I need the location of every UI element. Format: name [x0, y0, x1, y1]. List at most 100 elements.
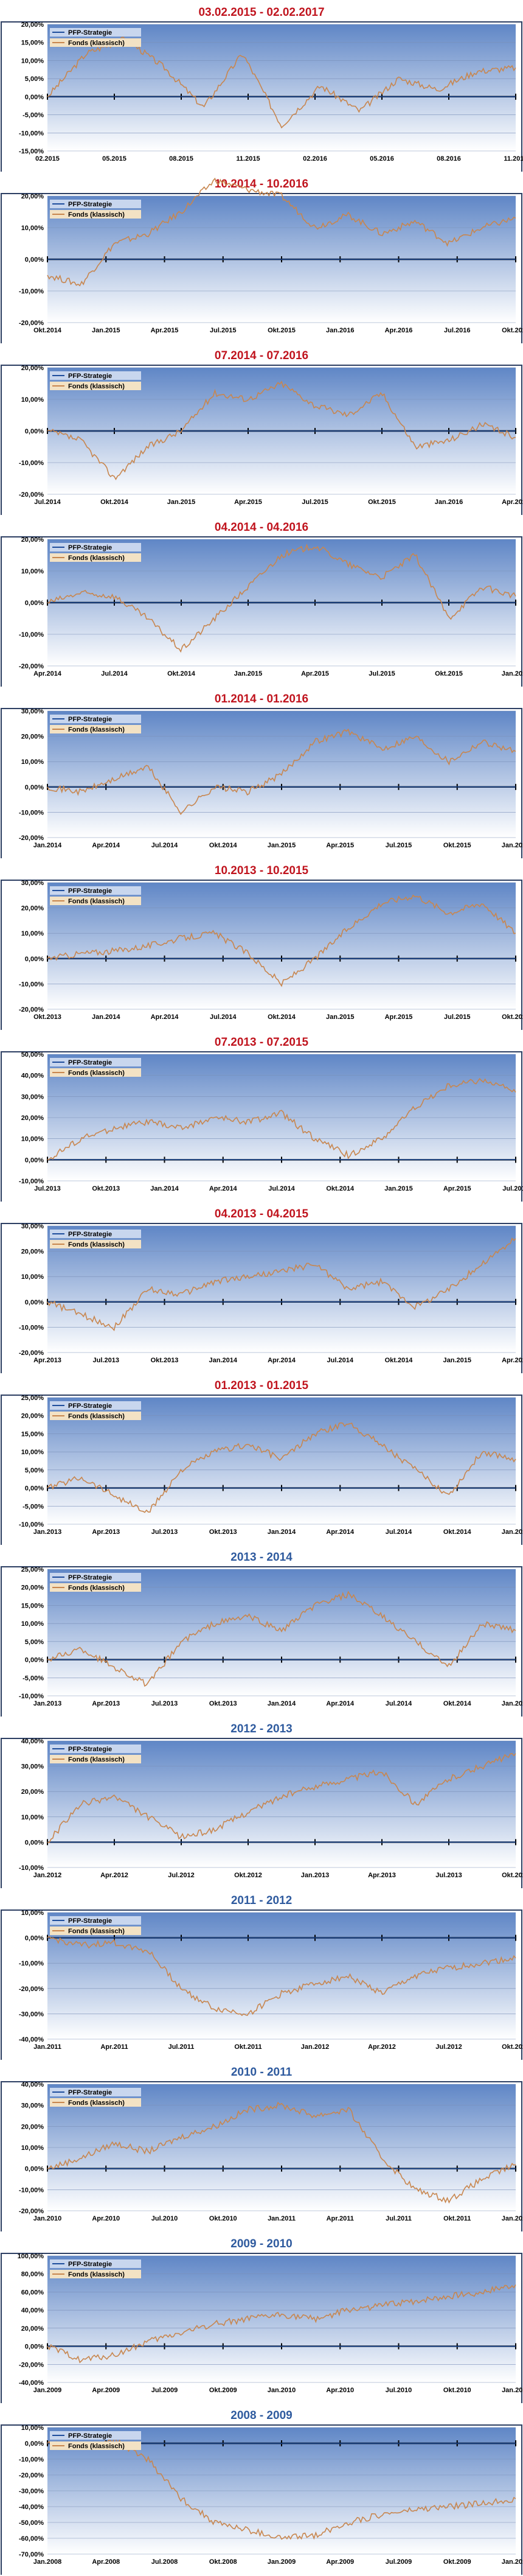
x-tick-label: 02.2015	[35, 155, 60, 163]
series-line-fund	[47, 177, 516, 287]
chart-panel: 2008 - 2009 -70,00% -60,00% -50,00% -40,00% -…	[0, 2403, 523, 2575]
y-tick-label: 5,00%	[25, 1467, 44, 1474]
chart-title: 01.2013 - 01.2015	[215, 1379, 309, 1392]
y-tick-label: 40,00%	[21, 1738, 44, 1745]
chart-panel: 01.2014 - 01.2016 -20,00% -10,00% 0,00% 10,0…	[0, 687, 523, 858]
legend-label: Fonds (klassisch)	[68, 726, 125, 733]
chart-panel: 2012 - 2013 -10,00% 0,00% 10,00% 20,00% 30,00…	[0, 1717, 523, 1888]
chart-panel: 01.2013 - 01.2015 -10,00% -5,00% 0,00% 5,00%…	[0, 1373, 523, 1545]
y-tick-label: -5,00%	[23, 112, 44, 119]
chart-svg: 2009 - 2010 -40,00% -20,00% 0,00% 20,00% 40,0…	[0, 2231, 523, 2403]
chart-frame	[1, 536, 522, 687]
y-tick-label: 30,00%	[21, 1223, 44, 1230]
chart-panel: 07.2013 - 07.2015 -10,00% 0,00% 10,00% 20,00…	[0, 1030, 523, 1202]
x-tick-label: Apr.2013	[92, 1528, 120, 1536]
chart-frame	[1, 1909, 522, 2060]
legend-label: PFP-Strategie	[68, 373, 112, 380]
y-tick-label: -10,00%	[19, 1864, 44, 1872]
y-tick-label: -20,00%	[19, 2472, 44, 2479]
legend-label: Fonds (klassisch)	[68, 2271, 125, 2278]
x-tick-label: Okt.2009	[209, 2387, 237, 2394]
series-line-fund	[47, 728, 516, 815]
y-tick-label: -10,00%	[19, 288, 44, 295]
y-tick-label: 0,00%	[25, 2166, 44, 2173]
chart-panel: 2009 - 2010 -40,00% -20,00% 0,00% 20,00% 40,0…	[0, 2231, 523, 2403]
legend-label: PFP-Strategie	[68, 2089, 112, 2096]
legend-label: PFP-Strategie	[68, 29, 112, 37]
chart-title: 01.2014 - 01.2016	[215, 693, 308, 705]
series-line-fund	[47, 894, 516, 987]
y-tick-label: -10,00%	[19, 1693, 44, 1700]
legend-label: PFP-Strategie	[68, 201, 112, 208]
x-tick-label: 08.2015	[169, 155, 193, 163]
y-tick-label: 10,00%	[21, 1449, 44, 1456]
x-tick-label: Jan.2015	[268, 842, 296, 849]
x-tick-label: Apr.2014	[33, 670, 62, 677]
x-tick-label: Jul.2013	[151, 1528, 178, 1536]
x-tick-label: Apr.2014	[326, 1700, 355, 1707]
y-tick-label: 10,00%	[21, 2424, 44, 2432]
x-tick-label: Okt.2009	[443, 2558, 471, 2566]
chart-title: 04.2014 - 04.2016	[215, 521, 308, 534]
legend-label: PFP-Strategie	[68, 1402, 112, 1410]
x-tick-label: Jan.2014	[33, 842, 62, 849]
x-tick-label: Jan.2014	[209, 1357, 238, 1364]
y-tick-label: -10,00%	[19, 1324, 44, 1331]
x-tick-label: Okt.2014	[100, 499, 129, 506]
x-tick-label: Okt.2015	[435, 670, 463, 677]
x-tick-label: Jan.2015	[443, 1357, 471, 1364]
x-tick-label: Okt.2013	[33, 1013, 61, 1021]
y-tick-label: 60,00%	[21, 2289, 44, 2296]
x-tick-label: Jul.2014	[327, 1357, 354, 1364]
series-line-fund	[47, 1752, 516, 1844]
legend-label: Fonds (klassisch)	[68, 1069, 125, 1077]
x-tick-label: Okt.2008	[209, 2558, 237, 2566]
y-tick-label: -10,00%	[19, 2186, 44, 2194]
y-tick-label: 0,00%	[25, 1657, 44, 1664]
y-tick-label: 50,00%	[21, 1051, 44, 1059]
y-tick-label: 0,00%	[25, 1935, 44, 1942]
chart-frame	[1, 1566, 522, 1717]
x-tick-label: Jul.2011	[168, 2043, 195, 2051]
x-tick-label: Jan.2009	[268, 2558, 296, 2566]
legend-label: Fonds (klassisch)	[68, 40, 125, 47]
chart-title: 2010 - 2011	[231, 2066, 293, 2079]
chart-title: 10.2014 - 10.2016	[215, 178, 308, 191]
x-tick-label: Apr.2015	[443, 1185, 471, 1192]
panel-separator	[0, 172, 523, 173]
x-tick-label: Okt.2014	[167, 670, 196, 677]
chart-title: 07.2013 - 07.2015	[215, 1036, 309, 1049]
x-tick-label: Jan.2012	[33, 1872, 61, 1879]
legend-entry-bg	[50, 2098, 141, 2107]
chart-svg: 07.2013 - 07.2015 -10,00% 0,00% 10,00% 20,00…	[0, 1030, 523, 1202]
panel-separator	[0, 2231, 523, 2233]
panel-separator	[0, 1545, 523, 1547]
y-tick-label: 15,00%	[21, 1602, 44, 1609]
x-tick-label: Okt.2010	[443, 2387, 471, 2394]
x-tick-label: Jan.2013	[33, 1528, 61, 1536]
y-tick-label: 0,00%	[25, 2343, 44, 2351]
y-tick-label: -70,00%	[19, 2551, 44, 2558]
x-tick-label: Jan.2015	[234, 670, 262, 677]
chart-svg: 01.2014 - 01.2016 -20,00% -10,00% 0,00% 10,0…	[0, 687, 523, 858]
x-tick-label: Okt.2012	[502, 2043, 523, 2051]
y-tick-label: -20,00%	[19, 663, 44, 670]
y-tick-label: 10,00%	[21, 568, 44, 575]
chart-svg: 04.2013 - 04.2015 -20,00% -10,00% 0,00% 10,0…	[0, 1202, 523, 1373]
x-tick-label: Jul.2014	[210, 1013, 237, 1021]
y-tick-label: 10,00%	[21, 1273, 44, 1281]
x-tick-label: 05.2016	[370, 155, 394, 163]
x-tick-label: Jul.2013	[34, 1185, 60, 1192]
x-tick-label: Apr.2013	[33, 1357, 61, 1364]
chart-panel: 04.2013 - 04.2015 -20,00% -10,00% 0,00% 10,0…	[0, 1202, 523, 1373]
x-tick-label: Okt.2011	[234, 2043, 262, 2051]
legend-entry-bg	[50, 1583, 141, 1592]
chart-panel: 2010 - 2011 -20,00% -10,00% 0,00% 10,00% 20,0…	[0, 2060, 523, 2231]
legend-label: Fonds (klassisch)	[68, 1584, 125, 1592]
chart-title: 2013 - 2014	[230, 1551, 293, 1564]
legend-label: Fonds (klassisch)	[68, 555, 125, 562]
legend-entry-bg	[50, 38, 141, 47]
y-tick-label: -10,00%	[19, 981, 44, 988]
x-tick-label: Jul.2009	[386, 2558, 412, 2566]
panel-separator	[0, 2060, 523, 2062]
